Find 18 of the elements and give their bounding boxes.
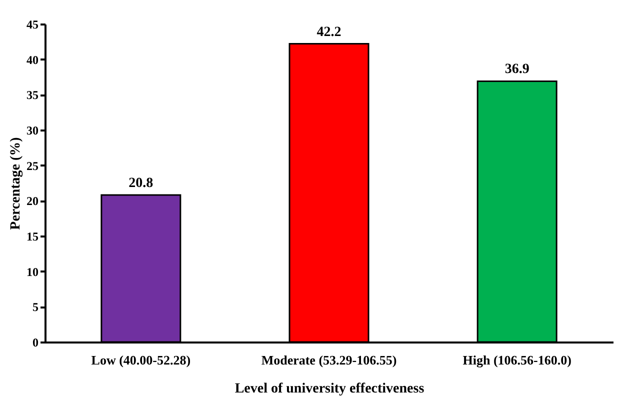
y-axis-title: Percentage (%): [8, 136, 24, 230]
y-tick-label: 20: [26, 194, 38, 208]
y-tick-label: 45: [26, 18, 38, 32]
y-tick-label: 40: [26, 52, 38, 67]
y-tick-label: 30: [26, 124, 38, 138]
x-axis-title: Level of university effectiveness: [234, 382, 425, 396]
y-tick-label: 15: [26, 230, 38, 244]
x-tick-label: Moderate (53.29-106.55): [261, 352, 397, 368]
y-tick-label: 35: [26, 88, 38, 102]
y-tick-label: 0: [32, 336, 38, 350]
y-tick-label: 5: [32, 300, 38, 314]
data-label: 20.8: [128, 176, 154, 192]
data-label: 42.2: [316, 24, 342, 40]
y-tick-label: 10: [26, 264, 38, 279]
x-tick-label: Low (40.00-52.28): [91, 352, 191, 368]
x-tick-label: High (106.56-160.0): [462, 352, 572, 368]
data-label: 36.9: [504, 62, 530, 78]
y-tick-label: 25: [26, 158, 38, 173]
